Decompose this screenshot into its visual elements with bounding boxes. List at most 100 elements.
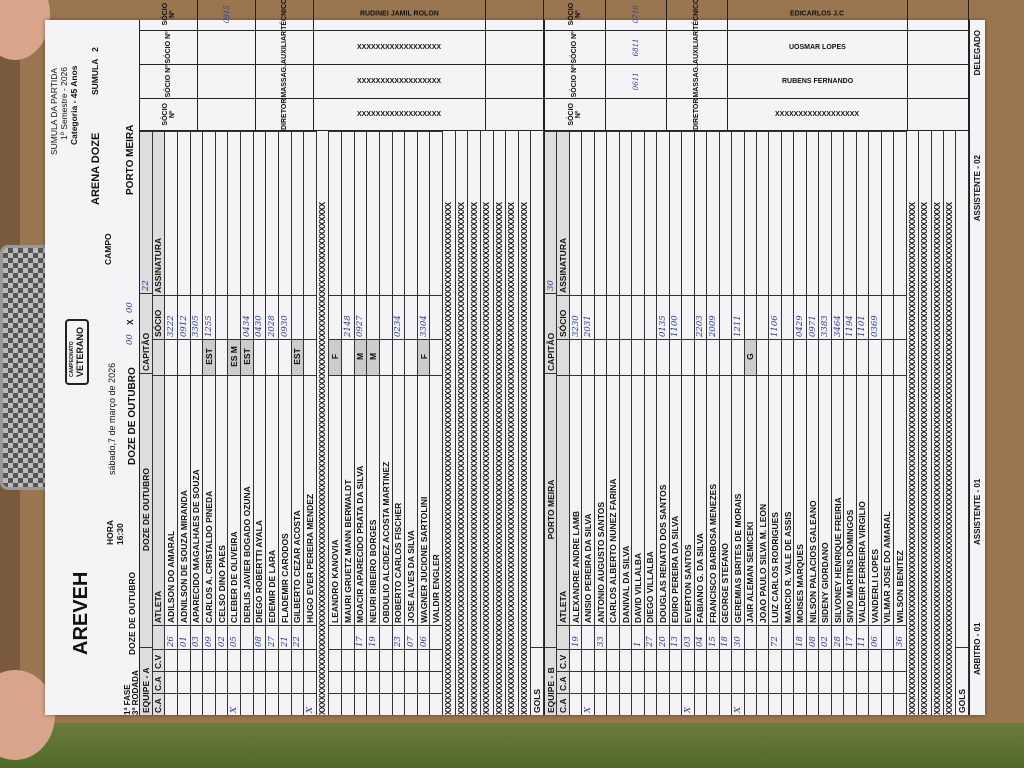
card-ca-cell[interactable] bbox=[669, 693, 682, 715]
signature-cell[interactable] bbox=[794, 131, 806, 295]
signature-cell[interactable] bbox=[682, 131, 694, 295]
card-cv-cell[interactable] bbox=[806, 649, 819, 671]
card-cv-cell[interactable] bbox=[430, 649, 442, 671]
card-cv-cell[interactable] bbox=[781, 649, 794, 671]
card-ca-cell[interactable] bbox=[417, 693, 430, 715]
card-ca-cell[interactable] bbox=[215, 693, 228, 715]
card-ca2-cell[interactable] bbox=[732, 671, 744, 693]
card-ca2-cell[interactable] bbox=[806, 671, 819, 693]
card-ca-cell[interactable] bbox=[744, 693, 756, 715]
card-ca-cell[interactable]: X bbox=[682, 693, 694, 715]
card-ca-cell[interactable] bbox=[367, 693, 379, 715]
signature-cell[interactable] bbox=[203, 131, 215, 295]
signature-cell[interactable] bbox=[869, 131, 881, 295]
card-ca-cell[interactable] bbox=[190, 693, 203, 715]
card-cv-cell[interactable] bbox=[607, 649, 619, 671]
card-cv-cell[interactable] bbox=[417, 649, 430, 671]
signature-cell[interactable] bbox=[756, 131, 769, 295]
card-ca2-cell[interactable] bbox=[744, 671, 756, 693]
card-cv-cell[interactable] bbox=[177, 649, 190, 671]
signature-cell[interactable] bbox=[379, 131, 392, 295]
signature-cell[interactable] bbox=[354, 131, 367, 295]
card-ca2-cell[interactable] bbox=[417, 671, 430, 693]
card-cv-cell[interactable] bbox=[342, 649, 354, 671]
card-ca2-cell[interactable] bbox=[856, 671, 869, 693]
signature-cell[interactable] bbox=[781, 131, 794, 295]
card-ca2-cell[interactable] bbox=[869, 671, 881, 693]
card-cv-cell[interactable] bbox=[644, 649, 657, 671]
card-ca-cell[interactable] bbox=[806, 693, 819, 715]
signature-cell[interactable] bbox=[253, 131, 266, 295]
card-ca-cell[interactable]: X bbox=[304, 693, 316, 715]
card-cv-cell[interactable] bbox=[657, 649, 669, 671]
card-cv-cell[interactable] bbox=[241, 649, 253, 671]
staff-signature[interactable] bbox=[908, 30, 970, 64]
card-ca2-cell[interactable] bbox=[228, 671, 240, 693]
card-cv-cell[interactable] bbox=[719, 649, 732, 671]
card-cv-cell[interactable] bbox=[694, 649, 707, 671]
card-cv-cell[interactable] bbox=[769, 649, 781, 671]
signature-cell[interactable] bbox=[707, 131, 719, 295]
signature-cell[interactable] bbox=[669, 131, 682, 295]
signature-cell[interactable] bbox=[594, 131, 607, 295]
signature-cell[interactable] bbox=[694, 131, 707, 295]
card-ca-cell[interactable] bbox=[405, 693, 417, 715]
card-ca2-cell[interactable] bbox=[794, 671, 806, 693]
signature-cell[interactable] bbox=[819, 131, 831, 295]
signature-cell[interactable] bbox=[342, 131, 354, 295]
card-ca-cell[interactable] bbox=[329, 693, 341, 715]
signature-cell[interactable] bbox=[241, 131, 253, 295]
card-ca-cell[interactable] bbox=[594, 693, 607, 715]
signature-cell[interactable] bbox=[329, 131, 341, 295]
card-ca2-cell[interactable] bbox=[241, 671, 253, 693]
staff-signature[interactable] bbox=[908, 64, 970, 98]
card-ca-cell[interactable] bbox=[819, 693, 831, 715]
card-cv-cell[interactable] bbox=[228, 649, 240, 671]
card-cv-cell[interactable] bbox=[756, 649, 769, 671]
signature-cell[interactable] bbox=[304, 131, 316, 295]
signature-cell[interactable] bbox=[405, 131, 417, 295]
card-ca2-cell[interactable] bbox=[342, 671, 354, 693]
card-ca-cell[interactable] bbox=[619, 693, 632, 715]
signature-cell[interactable] bbox=[894, 131, 906, 295]
card-cv-cell[interactable] bbox=[707, 649, 719, 671]
card-ca-cell[interactable] bbox=[719, 693, 732, 715]
card-ca2-cell[interactable] bbox=[203, 671, 215, 693]
signature-cell[interactable] bbox=[291, 131, 304, 295]
card-ca-cell[interactable] bbox=[241, 693, 253, 715]
card-ca-cell[interactable] bbox=[869, 693, 881, 715]
card-cv-cell[interactable] bbox=[744, 649, 756, 671]
signature-cell[interactable] bbox=[228, 131, 240, 295]
staff-signature[interactable] bbox=[908, 98, 970, 130]
card-ca-cell[interactable] bbox=[657, 693, 669, 715]
card-ca-cell[interactable] bbox=[342, 693, 354, 715]
card-ca-cell[interactable] bbox=[756, 693, 769, 715]
card-cv-cell[interactable] bbox=[329, 649, 341, 671]
card-ca-cell[interactable] bbox=[644, 693, 657, 715]
card-ca-cell[interactable] bbox=[769, 693, 781, 715]
card-cv-cell[interactable] bbox=[582, 649, 594, 671]
card-cv-cell[interactable] bbox=[831, 649, 844, 671]
signature-cell[interactable] bbox=[417, 131, 430, 295]
signature-cell[interactable] bbox=[392, 131, 405, 295]
card-ca2-cell[interactable] bbox=[756, 671, 769, 693]
signature-cell[interactable] bbox=[215, 131, 228, 295]
card-ca-cell[interactable] bbox=[881, 693, 894, 715]
card-ca2-cell[interactable] bbox=[657, 671, 669, 693]
signature-cell[interactable] bbox=[367, 131, 379, 295]
card-cv-cell[interactable] bbox=[881, 649, 894, 671]
card-cv-cell[interactable] bbox=[819, 649, 831, 671]
staff-signature[interactable] bbox=[486, 98, 544, 130]
card-ca2-cell[interactable] bbox=[215, 671, 228, 693]
card-ca2-cell[interactable] bbox=[430, 671, 442, 693]
card-ca-cell[interactable] bbox=[607, 693, 619, 715]
card-ca-cell[interactable] bbox=[694, 693, 707, 715]
card-ca2-cell[interactable] bbox=[594, 671, 607, 693]
card-ca2-cell[interactable] bbox=[392, 671, 405, 693]
card-cv-cell[interactable] bbox=[203, 649, 215, 671]
card-ca2-cell[interactable] bbox=[894, 671, 906, 693]
card-ca2-cell[interactable] bbox=[367, 671, 379, 693]
card-ca2-cell[interactable] bbox=[278, 671, 291, 693]
card-cv-cell[interactable] bbox=[215, 649, 228, 671]
card-ca-cell[interactable] bbox=[569, 693, 582, 715]
